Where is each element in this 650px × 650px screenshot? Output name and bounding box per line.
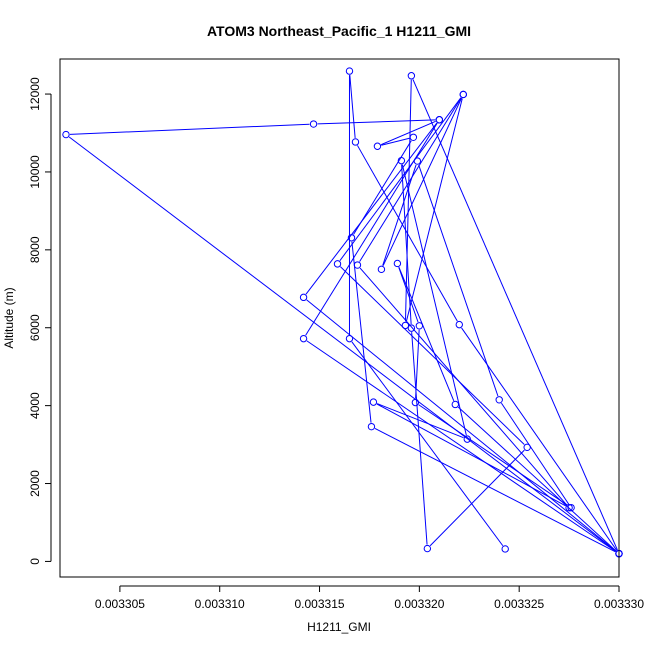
data-point [413, 157, 422, 165]
data-point [397, 156, 406, 165]
series-segment [69, 123, 310, 135]
data-point [451, 400, 459, 409]
data-point [455, 320, 463, 329]
data-point [435, 116, 444, 124]
x-tick-label: 0.003325 [494, 597, 544, 611]
series-segment [351, 241, 372, 423]
x-tick-label: 0.003305 [95, 597, 145, 611]
series-segment [418, 404, 569, 506]
data-point [345, 334, 354, 343]
data-point [565, 503, 573, 512]
y-axis-label: Altitude (m) [2, 287, 16, 348]
data-point [299, 334, 308, 343]
series-segment [376, 403, 464, 439]
data-point [377, 265, 386, 274]
series-segment [317, 119, 436, 125]
data-point [415, 322, 424, 330]
data-point [309, 120, 318, 128]
y-tick-label: 12000 [28, 77, 42, 111]
y-tick-label: 10000 [28, 155, 42, 189]
data-point [409, 133, 418, 141]
data-point [347, 234, 356, 242]
series-segment [305, 122, 438, 295]
data-point [463, 435, 471, 443]
axes: 0.003305 0.003310 0.003315 0.003320 0.003325… [28, 58, 644, 611]
series-segment [457, 406, 617, 552]
x-tick-label: 0.003310 [195, 597, 245, 611]
data-point [333, 260, 342, 268]
series-segment [404, 79, 412, 322]
data-point [367, 422, 376, 431]
data-point [62, 130, 70, 139]
data-point [423, 544, 432, 553]
series-segment [359, 267, 567, 505]
series-segment [353, 140, 412, 235]
x-tick-label: 0.003315 [295, 597, 345, 611]
data-point [495, 396, 503, 404]
chart-title: ATOM3 Northeast_Pacific_1 H1211_GMI [207, 23, 471, 39]
data-point [501, 545, 509, 553]
series-segment [351, 341, 504, 547]
series-segment [401, 164, 467, 436]
series-segment [306, 299, 617, 552]
series-segment [306, 340, 616, 552]
series-segment [411, 332, 428, 545]
y-tick-label: 0 [28, 558, 42, 565]
x-tick-label: 0.003320 [394, 597, 444, 611]
y-tick-label: 8000 [28, 236, 42, 263]
series-segment [68, 136, 617, 552]
series-segment [415, 329, 420, 399]
series-segment [339, 97, 462, 261]
series-segment [376, 403, 566, 507]
series-segment [380, 120, 436, 146]
data-point [373, 142, 382, 150]
plot-frame [59, 58, 620, 578]
series-segment [398, 267, 419, 323]
x-axis-label: H1211_GMI [307, 620, 371, 634]
series-segment [418, 164, 499, 397]
series-segment [501, 402, 570, 505]
data-point [369, 398, 378, 406]
series-segment [374, 428, 616, 553]
data-point [523, 443, 531, 452]
x-tick-label: 0.003330 [594, 597, 644, 611]
series-segment [349, 75, 356, 139]
y-tick-label: 2000 [28, 470, 42, 497]
series-segment [340, 266, 525, 445]
data-point [401, 321, 410, 330]
data-point [353, 261, 362, 269]
plot-area [62, 67, 623, 558]
data-point [351, 138, 360, 146]
data-point [407, 72, 416, 80]
series-segment [398, 266, 455, 401]
series-segment [381, 137, 410, 146]
data-point [459, 90, 467, 99]
y-tick-label: 6000 [28, 314, 42, 341]
series-segment [382, 164, 417, 266]
data-point [407, 324, 416, 332]
data-point [299, 293, 308, 302]
data-point [411, 398, 420, 407]
data-point [345, 67, 354, 75]
series-segment [382, 97, 463, 266]
data-point [393, 259, 402, 268]
data-point [567, 503, 575, 512]
series-segment [359, 97, 462, 262]
y-tick-label: 4000 [28, 392, 42, 419]
